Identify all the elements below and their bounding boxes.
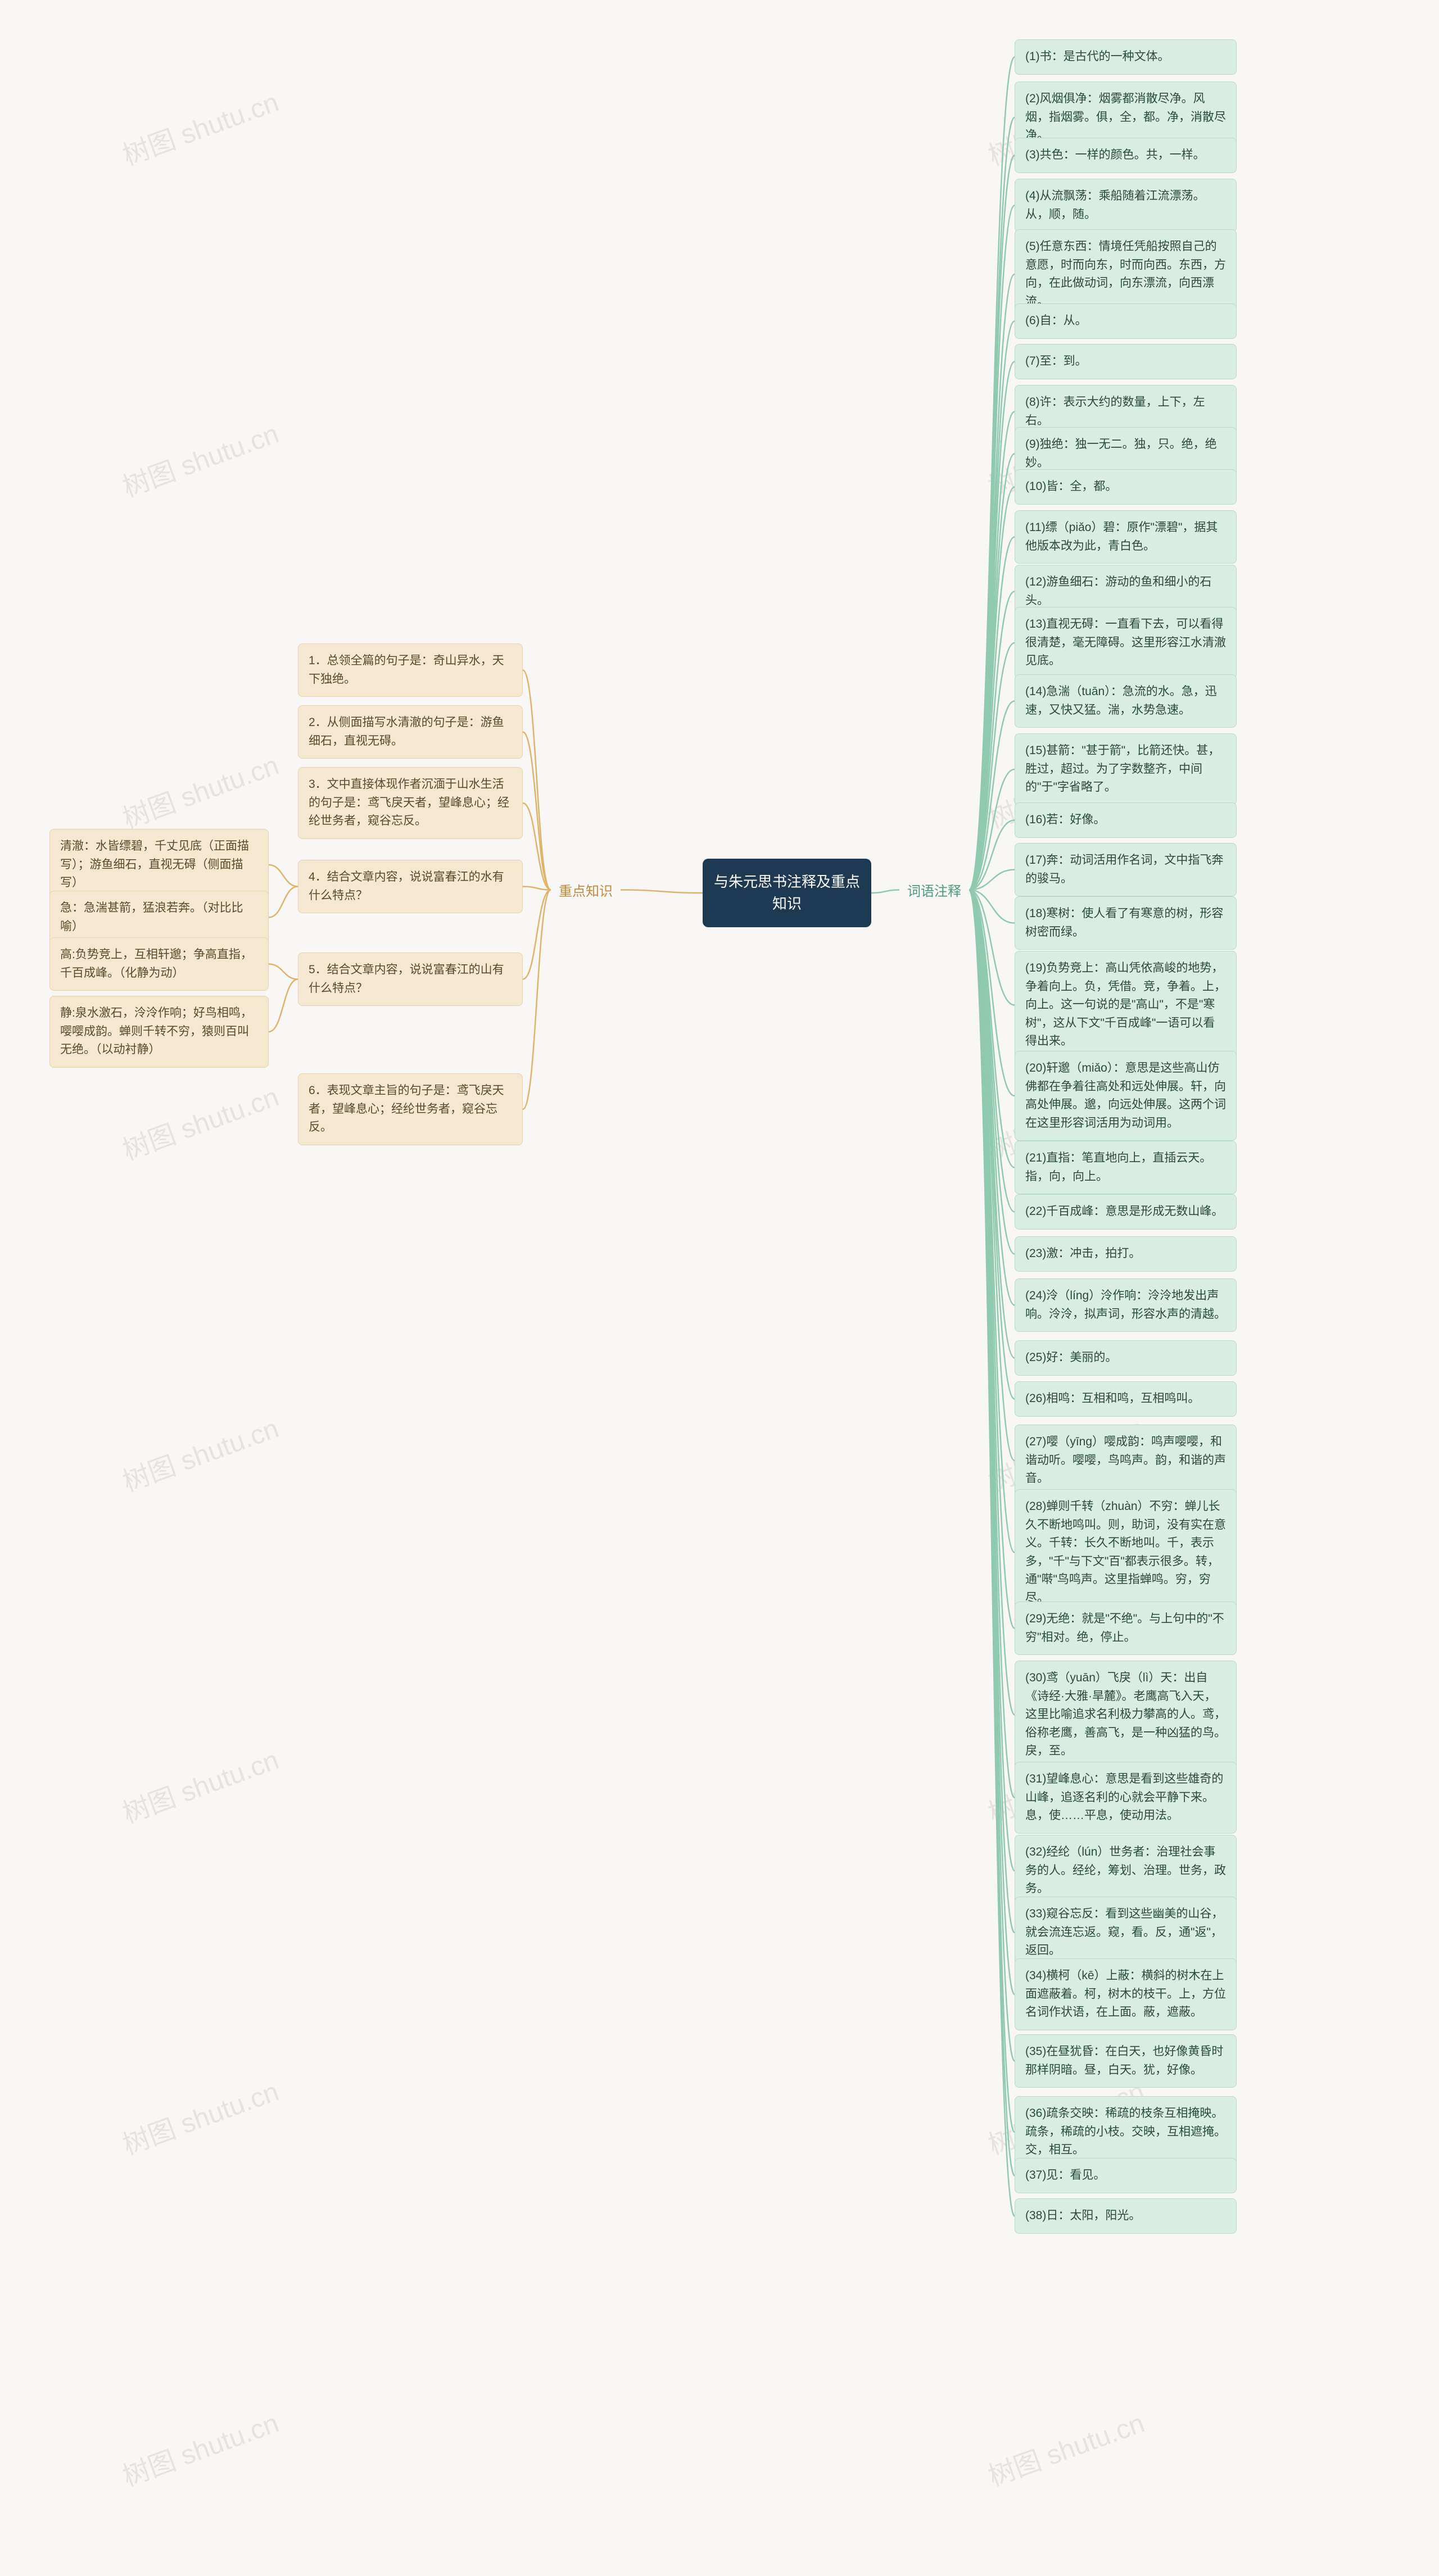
right-node: (21)直指：笔直地向上，直插云天。指，向，向上。 [1015, 1141, 1237, 1194]
left-node: 6．表现文章主旨的句子是：鸢飞戾天者，望峰息心；经纶世务者，窥谷忘反。 [298, 1073, 523, 1145]
right-node: (37)见：看见。 [1015, 2158, 1237, 2193]
right-node: (33)窥谷忘反：看到这些幽美的山谷，就会流连忘返。窥，看。反，通"返"，返回。 [1015, 1897, 1237, 1969]
right-node: (4)从流飘荡：乘船随着江流漂荡。从，顺，随。 [1015, 179, 1237, 232]
right-node: (29)无绝：就是"不绝"。与上句中的"不穷"相对。绝，停止。 [1015, 1602, 1237, 1655]
branch-label-right: 词语注释 [899, 877, 969, 903]
right-node: (35)在昼犹昏：在白天，也好像黄昏时那样阴暗。昼，白天。犹，好像。 [1015, 2034, 1237, 2088]
left-subnode: 高:负势竞上，互相轩邈；争高直指，千百成峰。（化静为动） [49, 937, 269, 991]
right-node: (28)蝉则千转（zhuàn）不穷：蝉儿长久不断地鸣叫。则，助词，没有实在意义。… [1015, 1489, 1237, 1616]
left-subnode: 急：急湍甚箭，猛浪若奔。（对比比喻） [49, 891, 269, 944]
branch-label-left: 重点知识 [551, 877, 621, 903]
right-node: (38)日：太阳，阳光。 [1015, 2198, 1237, 2234]
left-node: 5．结合文章内容，说说富春江的山有什么特点？ [298, 953, 523, 1006]
right-node: (11)缥（piǎo）碧：原作"漂碧"，据其他版本改为此，青白色。 [1015, 510, 1237, 564]
left-subnode: 静:泉水激石，泠泠作响；好鸟相鸣，嘤嘤成韵。蝉则千转不穷，猿则百叫无绝。（以动衬… [49, 996, 269, 1068]
left-node: 4．结合文章内容，说说富春江的水有什么特点？ [298, 860, 523, 913]
left-node: 2．从侧面描写水清澈的句子是：游鱼细石，直视无碍。 [298, 705, 523, 759]
left-subnode: 清澈：水皆缥碧，千丈见底（正面描写）；游鱼细石，直视无碍（侧面描写） [49, 829, 269, 901]
right-node: (24)泠（líng）泠作响：泠泠地发出声响。泠泠，拟声词，形容水声的清越。 [1015, 1278, 1237, 1332]
right-node: (18)寒树：使人看了有寒意的树，形容树密而绿。 [1015, 896, 1237, 950]
left-node: 3．文中直接体现作者沉湎于山水生活的句子是：鸢飞戾天者，望峰息心；经纶世务者，窥… [298, 767, 523, 839]
right-node: (26)相鸣：互相和鸣，互相鸣叫。 [1015, 1381, 1237, 1417]
right-node: (25)好：美丽的。 [1015, 1340, 1237, 1376]
right-node: (27)嘤（yīng）嘤成韵：鸣声嘤嘤，和谐动听。嘤嘤，鸟鸣声。韵，和谐的声音。 [1015, 1425, 1237, 1496]
right-node: (7)至：到。 [1015, 344, 1237, 379]
right-node: (13)直视无碍：一直看下去，可以看得很清楚，毫无障碍。这里形容江水清澈见底。 [1015, 607, 1237, 679]
right-node: (19)负势竞上：高山凭依高峻的地势，争着向上。负，凭借。竞，争着。上，向上。这… [1015, 951, 1237, 1059]
right-node: (16)若：好像。 [1015, 802, 1237, 838]
right-node: (36)疏条交映：稀疏的枝条互相掩映。疏条，稀疏的小枝。交映，互相遮掩。交，相互… [1015, 2096, 1237, 2168]
right-node: (22)千百成峰：意思是形成无数山峰。 [1015, 1194, 1237, 1230]
right-node: (10)皆：全，都。 [1015, 469, 1237, 505]
right-node: (20)轩邈（miǎo）：意思是这些高山仿佛都在争着往高处和远处伸展。轩，向高处… [1015, 1051, 1237, 1141]
root-node: 与朱元思书注释及重点知识 [703, 859, 871, 927]
right-node: (32)经纶（lún）世务者：治理社会事务的人。经纶，筹划、治理。世务，政务。 [1015, 1835, 1237, 1907]
right-node: (31)望峰息心：意思是看到这些雄奇的山峰，追逐名利的心就会平静下来。息，使……… [1015, 1762, 1237, 1834]
right-node: (3)共色：一样的颜色。共，一样。 [1015, 138, 1237, 173]
left-node: 1．总领全篇的句子是：奇山异水，天下独绝。 [298, 643, 523, 697]
right-node: (15)甚箭："甚于箭"，比箭还快。甚，胜过，超过。为了字数整齐，中间的"于"字… [1015, 733, 1237, 805]
right-node: (34)横柯（kē）上蔽：横斜的树木在上面遮蔽着。柯，树木的枝干。上，方位名词作… [1015, 1958, 1237, 2030]
right-node: (1)书：是古代的一种文体。 [1015, 39, 1237, 75]
right-node: (30)鸢（yuān）飞戾（lì）天：出自《诗经·大雅·旱麓》。老鹰高飞入天，这… [1015, 1661, 1237, 1769]
mindmap: 与朱元思书注释及重点知识 重点知识 词语注释 1．总领全篇的句子是：奇山异水，天… [11, 22, 1428, 2551]
right-node: (14)急湍（tuān）：急流的水。急，迅速，又快又猛。湍，水势急速。 [1015, 674, 1237, 728]
right-node: (17)奔：动词活用作名词，文中指飞奔的骏马。 [1015, 843, 1237, 896]
right-node: (23)激：冲击，拍打。 [1015, 1236, 1237, 1272]
right-node: (6)自：从。 [1015, 303, 1237, 339]
